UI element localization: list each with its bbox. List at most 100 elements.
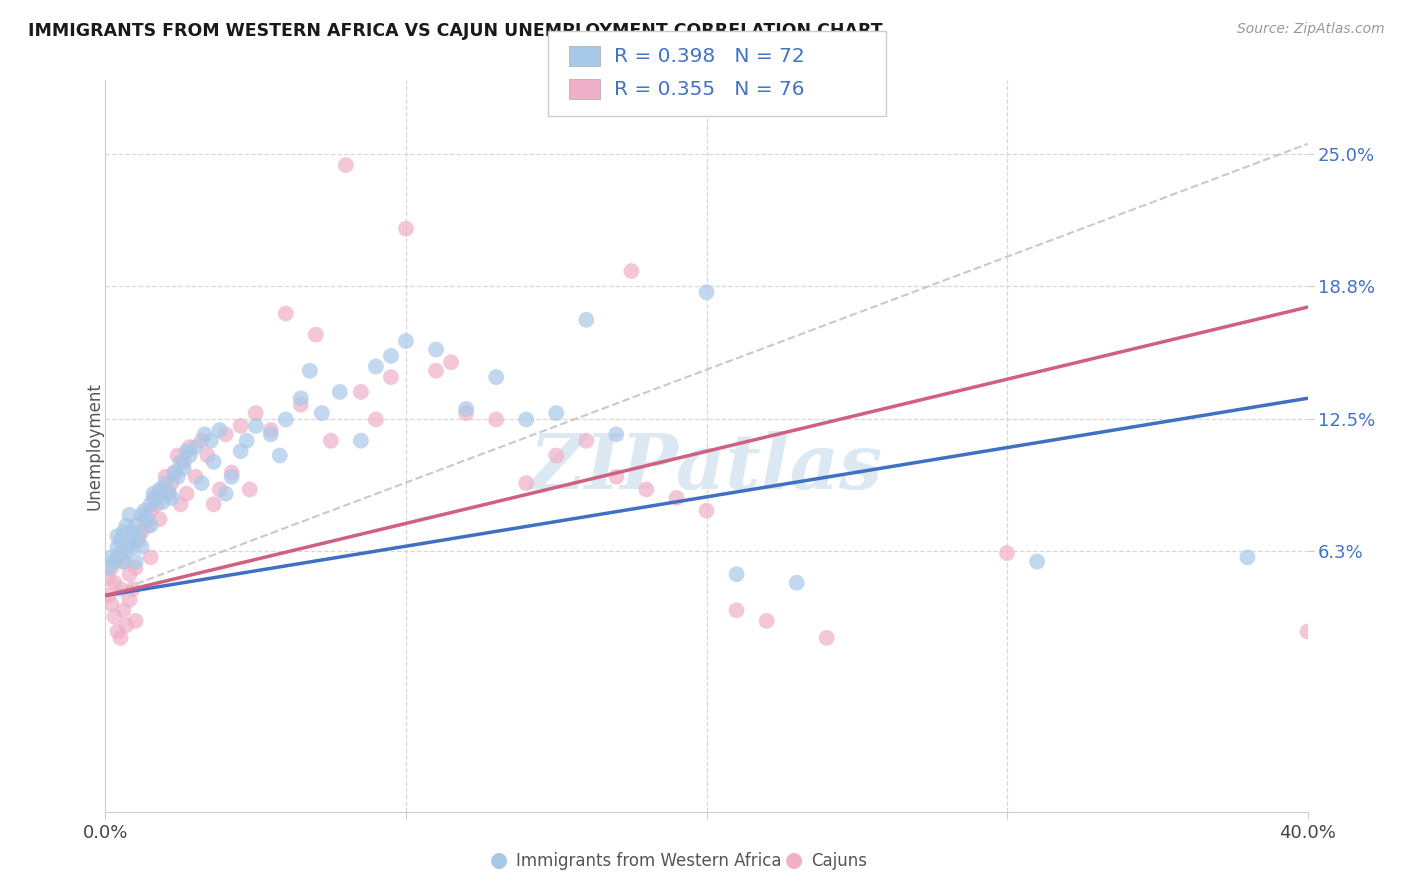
Point [245,418,267,433]
Point [1296,624,1319,639]
Point [197,449,219,463]
Point [208,423,231,437]
Point [142,491,165,505]
Point [169,455,191,469]
Point [274,306,297,320]
Point [160,476,183,491]
Text: Cajuns: Cajuns [811,852,868,870]
Point [110,533,132,548]
Text: ●: ● [786,850,803,870]
Point [605,469,627,483]
Point [665,491,688,505]
Point [115,540,138,554]
Point [184,469,207,483]
Point [190,476,212,491]
Point [269,449,291,463]
Text: R = 0.355   N = 76: R = 0.355 N = 76 [614,79,804,99]
Point [103,609,125,624]
Point [118,533,141,548]
Point [115,544,138,558]
Point [329,384,352,399]
Point [118,567,141,582]
Text: Source: ZipAtlas.com: Source: ZipAtlas.com [1237,22,1385,37]
Point [184,440,207,454]
Point [190,434,212,448]
Point [100,561,122,575]
Point [221,466,243,480]
Point [202,497,225,511]
Point [395,334,418,348]
Point [274,412,297,426]
Point [157,486,180,500]
Point [179,449,201,463]
Point [107,540,129,554]
Point [124,561,146,575]
Point [696,285,718,300]
Point [97,572,120,586]
Point [454,406,477,420]
Point [319,434,342,448]
Point [157,484,180,499]
Point [103,575,125,590]
Point [311,406,333,420]
Point [131,508,153,522]
Point [152,495,174,509]
Point [107,529,129,543]
Point [103,555,125,569]
Point [364,359,387,374]
Point [136,512,159,526]
Point [139,518,162,533]
Point [176,486,198,500]
Point [134,503,156,517]
Text: ●: ● [491,850,508,870]
Point [202,455,225,469]
Point [163,466,186,480]
Point [112,603,135,617]
Point [145,497,167,511]
Point [131,540,153,554]
Point [380,370,402,384]
Point [200,434,222,448]
Point [546,406,568,420]
Point [725,603,748,617]
Point [350,384,373,399]
Point [148,512,170,526]
Point [298,364,321,378]
Point [121,582,143,596]
Point [605,427,627,442]
Point [290,392,312,406]
Point [380,349,402,363]
Point [454,401,477,416]
Point [107,550,129,565]
Point [121,524,143,539]
Text: ZIPatlas: ZIPatlas [530,431,883,505]
Point [755,614,778,628]
Point [395,221,418,235]
Point [100,550,122,565]
Point [110,582,132,596]
Point [995,546,1018,560]
Point [194,427,217,442]
Point [485,412,508,426]
Point [173,455,195,469]
Point [163,466,186,480]
Point [166,449,188,463]
Point [335,158,357,172]
Point [214,427,236,442]
Point [815,631,838,645]
Point [97,561,120,575]
Point [148,483,170,497]
Point [142,486,165,500]
Point [575,313,598,327]
Point [214,486,236,500]
Point [485,370,508,384]
Point [1026,555,1049,569]
Point [235,434,257,448]
Point [110,631,132,645]
Point [139,503,162,517]
Point [260,423,283,437]
Point [725,567,748,582]
Point [160,491,183,505]
Point [221,469,243,483]
Point [786,575,808,590]
